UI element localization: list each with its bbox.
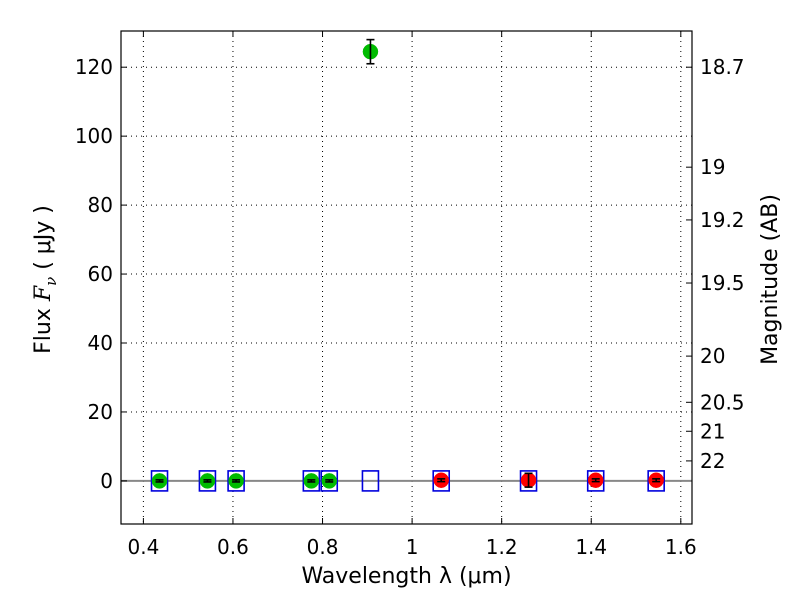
model-point <box>361 470 380 492</box>
x-tick-label: 1 <box>406 535 419 559</box>
y-tick-label: 60 <box>88 262 113 286</box>
right-tick-label: 20 <box>700 344 725 368</box>
observed-points <box>151 38 664 489</box>
model-point <box>302 470 321 492</box>
model-point <box>432 470 451 492</box>
y-axis-label: Flux Fν ( μJy ) <box>31 205 60 354</box>
y-tick-label: 100 <box>75 124 113 148</box>
y-axis-label-subscript: ν <box>42 277 60 286</box>
model-point <box>198 470 217 492</box>
x-tick-label: 0.6 <box>217 535 249 559</box>
x-tick-label: 1.2 <box>486 535 518 559</box>
x-tick-label: 0.4 <box>127 535 159 559</box>
model-point <box>320 470 339 492</box>
plot-frame <box>120 30 693 525</box>
right-tick-label: 22 <box>700 449 725 473</box>
y-axis-label-unit: ( μJy ) <box>31 205 56 277</box>
y-tick-label: 0 <box>100 469 113 493</box>
right-tick-label: 19.5 <box>700 271 745 295</box>
y-tick-label: 120 <box>75 55 113 79</box>
right-tick-label: 18.7 <box>700 55 745 79</box>
tick-marks <box>121 31 692 524</box>
x-axis-label: Wavelength λ (μm) <box>301 564 511 589</box>
right-tick-label: 19.2 <box>700 208 745 232</box>
right-axis-label: Magnitude (AB) <box>758 194 783 365</box>
right-tick-label: 20.5 <box>700 390 745 414</box>
x-tick-label: 0.8 <box>307 535 339 559</box>
x-tick-label: 1.4 <box>575 535 607 559</box>
y-tick-label: 80 <box>88 193 113 217</box>
y-axis-label-symbol: F <box>31 285 56 302</box>
model-point <box>227 470 245 492</box>
y-axis-label-prefix: Flux <box>31 301 56 354</box>
model-point <box>647 470 665 492</box>
right-tick-label: 19 <box>700 155 725 179</box>
model-point <box>586 470 605 492</box>
model-point <box>519 470 538 492</box>
x-tick-label: 1.6 <box>665 535 697 559</box>
tick-labels: 0.4 0.6 0.8 1 1.2 1.4 1.6 0 20 40 60 80 100 120 18.7 19… <box>75 55 745 559</box>
model-points <box>150 470 665 492</box>
y-tick-label: 20 <box>88 400 113 424</box>
model-point <box>150 470 169 492</box>
right-tick-label: 21 <box>700 419 725 443</box>
grid-layer <box>121 31 692 524</box>
y-tick-label: 40 <box>88 331 113 355</box>
